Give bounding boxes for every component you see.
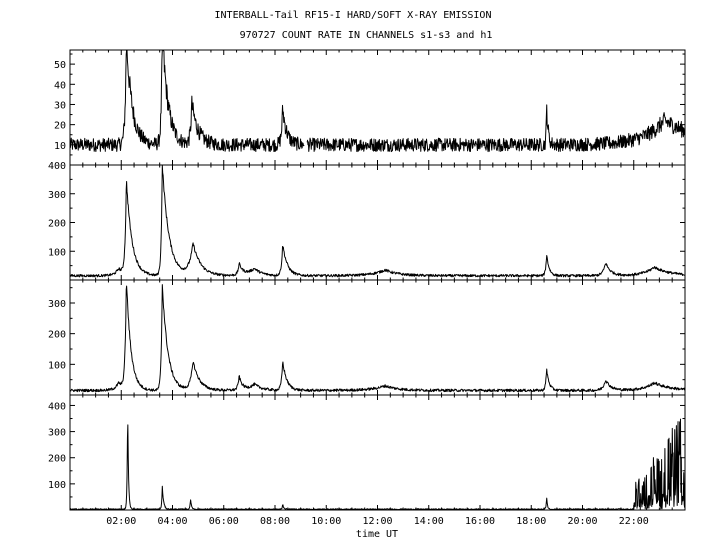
x-tick-label: 20:00 <box>567 516 597 527</box>
panel-3: 100 200 300 <box>48 279 686 396</box>
x-tick-label: 02:00 <box>106 516 136 527</box>
x-tick-label: 12:00 <box>362 516 392 527</box>
y-tick-label: 300 <box>48 190 66 201</box>
y-tick-label: 200 <box>48 454 66 465</box>
x-tick-label: 22:00 <box>619 516 649 527</box>
y-tick-label: 400 <box>48 401 66 412</box>
x-tick-label: 18:00 <box>516 516 546 527</box>
y-tick-label: 300 <box>48 299 66 310</box>
series-line <box>69 49 686 153</box>
panel-1: 10 20 30 40 50 <box>54 49 686 166</box>
y-tick-label: 30 <box>54 100 66 111</box>
x-tick-label: 08:00 <box>260 516 290 527</box>
figure-title-line1: INTERBALL-Tail RF15-I HARD/SOFT X-RAY EM… <box>215 10 492 21</box>
x-tick-label: 16:00 <box>465 516 495 527</box>
y-tick-label: 40 <box>54 80 66 91</box>
y-tick-label: 10 <box>54 141 66 152</box>
series-line <box>69 418 686 511</box>
y-tick-label: 300 <box>48 428 66 439</box>
panel-4: 100 200 300 400 02:00 04:00 06:00 08:00 10:00 12:… <box>48 394 686 527</box>
series-line <box>69 284 686 393</box>
panel-2: 100 200 300 400 <box>48 161 686 281</box>
series-line <box>69 164 686 278</box>
y-tick-label: 100 <box>48 360 66 371</box>
x-tick-label: 14:00 <box>414 516 444 527</box>
y-tick-label: 100 <box>48 247 66 258</box>
x-axis-label: time UT <box>356 529 398 540</box>
y-tick-label: 50 <box>54 60 66 71</box>
y-tick-label: 400 <box>48 161 66 172</box>
y-tick-label: 200 <box>48 330 66 341</box>
y-tick-label: 200 <box>48 219 66 230</box>
x-tick-label: 06:00 <box>209 516 239 527</box>
plot-panels: 10 20 30 40 50 100 200 300 400 100 200 300 100 200 300… <box>48 49 686 527</box>
y-tick-label: 20 <box>54 121 66 132</box>
figure-title-line2: 970727 COUNT RATE IN CHANNELS s1-s3 and … <box>240 30 493 41</box>
x-tick-label: 04:00 <box>157 516 187 527</box>
y-tick-label: 100 <box>48 480 66 491</box>
x-tick-label: 10:00 <box>311 516 341 527</box>
